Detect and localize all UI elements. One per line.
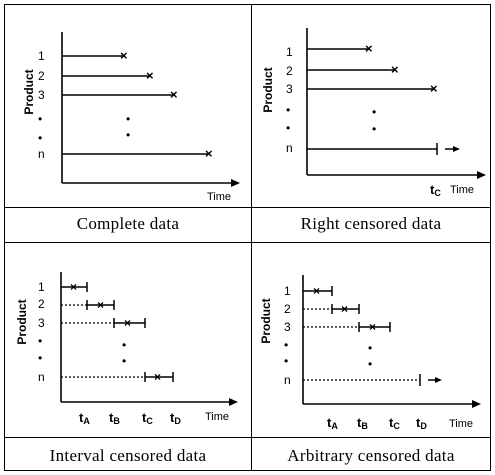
row-label-2: 2 <box>284 302 291 316</box>
tick-label-tD: tD <box>170 410 181 426</box>
tick-label-tD: tD <box>416 415 427 431</box>
panel-arbitrary-censored: Product Time tA tB tC tD 1 2 3 • • n • •… <box>259 275 481 431</box>
ellipsis-dot: • <box>122 354 126 368</box>
row-ellipsis-dot: • <box>286 103 290 117</box>
row-ellipsis-dot: • <box>284 354 288 368</box>
row-ellipsis-dot: • <box>286 121 290 135</box>
failure-mark: × <box>369 320 376 334</box>
row-label-3: 3 <box>286 82 293 96</box>
caption-interval-censored: Interval censored data <box>49 446 207 465</box>
y-axis-label: Product <box>259 298 273 343</box>
failure-mark: × <box>120 48 128 63</box>
tick-label-tB: tB <box>357 415 368 431</box>
x-axis-label: Time <box>207 191 231 203</box>
row-label-2: 2 <box>38 297 45 311</box>
x-axis-label: Time <box>205 411 229 423</box>
failure-mark: × <box>124 316 131 330</box>
x-axis-label: Time <box>450 184 474 196</box>
y-axis-label: Product <box>261 67 275 112</box>
failure-mark: × <box>170 87 178 102</box>
ellipsis-dot: • <box>368 357 372 371</box>
ellipsis-dot: • <box>372 122 376 136</box>
failure-mark: × <box>154 370 161 384</box>
failure-mark: × <box>313 284 320 298</box>
ellipsis-dot: • <box>126 128 130 142</box>
caption-complete: Complete data <box>76 214 180 233</box>
row-label-1: 1 <box>286 45 293 59</box>
row-label-1: 1 <box>284 284 291 298</box>
row-label-n: n <box>286 141 293 155</box>
panel-interval-censored: Product Time tA tB tC tD 1 2 3 • • n • •… <box>15 272 238 426</box>
row-ellipsis-dot: • <box>284 338 288 352</box>
failure-mark: × <box>341 302 348 316</box>
failure-mark: × <box>205 146 213 161</box>
caption-right-censored: Right censored data <box>300 214 442 233</box>
tick-label-tA: tA <box>79 410 90 426</box>
panel-right-censored: Product Time tC 1 2 3 • • n • • × × × <box>261 28 486 198</box>
tick-label-tC: tC <box>142 410 153 426</box>
row-label-3: 3 <box>38 316 45 330</box>
row-label-3: 3 <box>38 88 45 102</box>
row-label-3: 3 <box>284 320 291 334</box>
row-label-2: 2 <box>286 64 293 78</box>
row-label-1: 1 <box>38 280 45 294</box>
failure-mark: × <box>365 41 373 56</box>
row-label-n: n <box>38 147 45 161</box>
row-label-n: n <box>284 373 291 387</box>
row-ellipsis-dot: • <box>38 131 42 145</box>
failure-mark: × <box>430 81 438 96</box>
y-axis-label: Product <box>15 299 29 344</box>
tick-label-tC: tC <box>389 415 400 431</box>
row-label-n: n <box>38 370 45 384</box>
row-label-1: 1 <box>38 49 45 63</box>
x-axis-arrowhead <box>472 400 481 408</box>
row-ellipsis-dot: • <box>38 112 42 126</box>
tick-label-tB: tB <box>109 410 120 426</box>
ellipsis-dot: • <box>126 112 130 126</box>
failure-mark: × <box>146 68 154 83</box>
row-ellipsis-dot: • <box>38 351 42 365</box>
row-label-2: 2 <box>38 69 45 83</box>
table-border <box>4 4 491 471</box>
failure-mark: × <box>391 62 399 77</box>
caption-arbitrary-censored: Arbitrary censored data <box>287 446 455 465</box>
y-axis-label: Product <box>22 69 36 114</box>
ellipsis-dot: • <box>372 105 376 119</box>
x-axis-arrowhead <box>231 179 240 187</box>
x-axis-arrowhead <box>477 171 486 179</box>
panel-complete: Product Time 1 2 3 • • n • • × × × × <box>22 32 240 203</box>
censor-arrowhead <box>435 377 442 383</box>
censor-arrowhead <box>453 146 460 152</box>
x-axis-arrowhead <box>229 398 238 406</box>
failure-mark: × <box>97 298 104 312</box>
tick-label-tA: tA <box>327 415 338 431</box>
ellipsis-dot: • <box>122 338 126 352</box>
failure-mark: × <box>70 280 77 294</box>
row-ellipsis-dot: • <box>38 334 42 348</box>
tick-label-tC: tC <box>430 182 441 198</box>
x-axis-label: Time <box>449 418 473 430</box>
ellipsis-dot: • <box>368 341 372 355</box>
